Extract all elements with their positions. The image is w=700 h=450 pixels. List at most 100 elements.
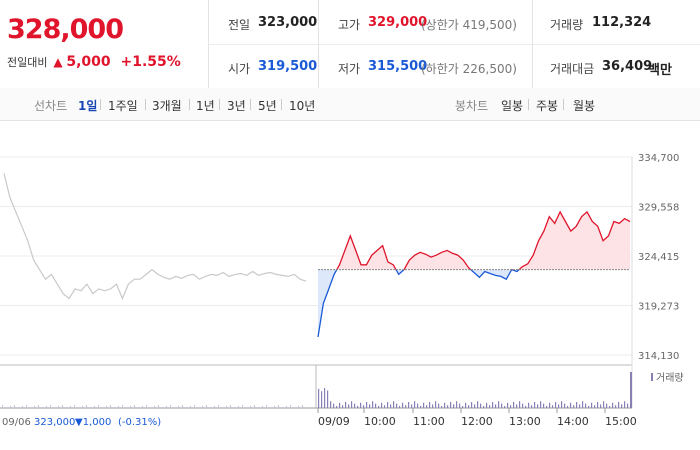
period-10y[interactable]: 10년 [289, 99, 316, 113]
x-tick-label: 15:00 [605, 415, 637, 428]
volume-bar [290, 405, 291, 408]
volume-bar [510, 405, 512, 408]
open-label: 시가 [228, 62, 251, 76]
volume-bar [302, 405, 303, 408]
volume-bar [242, 405, 243, 408]
summary-col-divider [318, 0, 319, 88]
volume-bar [50, 405, 51, 408]
stock-summary: 328,000 전일대비 ▲ 5,000 +1.55% 전일 323,000 고… [0, 0, 700, 89]
volume-bar [166, 406, 167, 408]
trade-value: 36,409 [602, 59, 653, 74]
volume-bar [453, 404, 455, 408]
current-price: 328,000 [7, 14, 124, 45]
volume-bar [246, 407, 247, 408]
volume-bar [258, 407, 259, 408]
volume-bar [78, 407, 79, 408]
volume-bar [282, 407, 283, 408]
volume-bar [444, 402, 446, 408]
volume-bar [330, 401, 332, 408]
volume-bar [110, 405, 111, 408]
trade-value-unit: 백만 [648, 63, 672, 78]
period-3m[interactable]: 3개월 [152, 99, 182, 113]
volume-bar [222, 407, 223, 408]
low-value: 315,500 [368, 59, 428, 74]
volume-bar [618, 402, 620, 408]
volume-bar [576, 402, 578, 408]
volume-bar [22, 406, 23, 408]
volume-bar [381, 402, 383, 408]
volume-bar [435, 401, 437, 408]
volume-bar [54, 407, 55, 408]
volume-bar [34, 406, 35, 408]
volume-bar [298, 406, 299, 408]
volume-bar [357, 406, 359, 408]
volume-bar [150, 407, 151, 408]
candle-daily[interactable]: 일봉 [501, 99, 524, 113]
volume-bar [549, 402, 551, 408]
volume-bar [393, 401, 395, 408]
volume-bar [363, 405, 365, 408]
period-5y[interactable]: 5년 [258, 99, 277, 113]
volume-bar [238, 406, 239, 408]
volume-bar [18, 407, 19, 408]
candle-monthly[interactable]: 월봉 [573, 99, 596, 113]
volume-bars [2, 372, 632, 408]
volume-bar [441, 406, 443, 408]
change-label: 전일대비 [7, 56, 48, 69]
volume-bar [170, 405, 171, 408]
x-axis: 09/09 10:00 11:00 12:00 13:00 14:00 15:00 [317, 408, 637, 428]
x-tick-label: 12:00 [461, 415, 493, 428]
volume-bar [318, 388, 320, 408]
volume-bar [513, 402, 515, 408]
volume-bar [483, 406, 485, 408]
volume-bar [82, 406, 83, 408]
x-tick-label: 10:00 [364, 415, 396, 428]
volume-bar [6, 407, 7, 408]
candle-chart-label: 봉차트 [455, 99, 489, 113]
volume-bar [230, 405, 231, 408]
volume-bar [456, 401, 458, 408]
volume-bar [396, 403, 398, 408]
volume-bar [134, 405, 135, 408]
volume-bar [423, 402, 425, 408]
candle-weekly[interactable]: 주봉 [536, 99, 559, 113]
volume-legend-swatch [651, 373, 653, 381]
volume-bar [250, 406, 251, 408]
volume-bar [66, 407, 67, 408]
volume-bar [348, 404, 350, 408]
period-1d[interactable]: 1일 [78, 99, 98, 113]
volume-bar [378, 406, 380, 408]
today-line-up [336, 210, 631, 270]
price-box: 328,000 전일대비 ▲ 5,000 +1.55% [0, 0, 209, 88]
y-axis: 334,700 329,558 324,415 319,273 314,130 [638, 153, 679, 362]
volume-bar [471, 402, 473, 408]
high-value: 329,000 [368, 15, 428, 30]
volume-bar [74, 405, 75, 408]
line-chart-label: 선차트 [34, 99, 68, 113]
volume-bar [507, 402, 509, 408]
volume-bar [278, 405, 279, 408]
y-tick-label: 319,273 [638, 302, 679, 313]
period-1w[interactable]: 1주일 [108, 99, 138, 113]
volume-bar [486, 402, 488, 408]
chart-toolbar: 선차트 1일 1주일 3개월 1년 3년 5년 10년 봉차트 일봉 주봉 월봉 [0, 88, 700, 121]
volume-bar [492, 402, 494, 408]
price-chart: 334,700 329,558 324,415 319,273 314,130 09/0… [0, 153, 684, 428]
today-line-down [317, 269, 521, 338]
volume-bar [582, 401, 584, 408]
x-tick-label: 09/09 [318, 415, 350, 428]
volume-bar [375, 403, 377, 408]
period-3y[interactable]: 3년 [227, 99, 246, 113]
volume-bar [214, 406, 215, 408]
period-1y[interactable]: 1년 [196, 99, 215, 113]
chart-grid [0, 156, 633, 409]
volume-bar [384, 405, 386, 408]
volume-bar [102, 407, 103, 408]
volume-bar [414, 401, 416, 408]
x-tick-label: 14:00 [557, 415, 589, 428]
volume-bar [86, 405, 87, 408]
volume-bar [624, 401, 626, 408]
volume-bar [98, 405, 99, 408]
volume-bar [270, 407, 271, 408]
volume-bar [525, 406, 527, 408]
